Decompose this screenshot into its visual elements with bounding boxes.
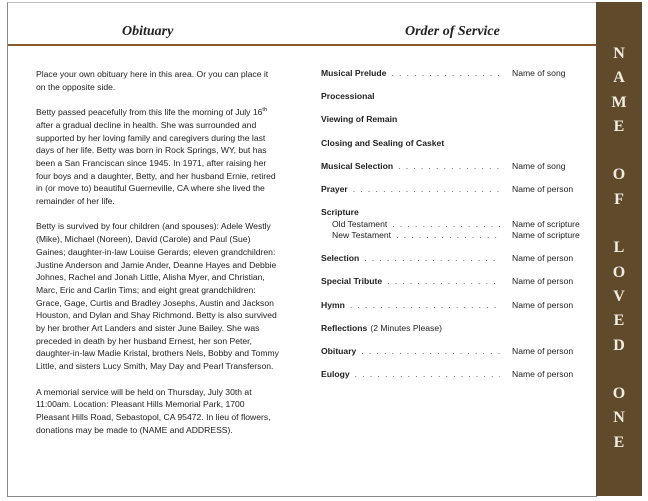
dot-leader: . . . . . . . . . . . . . . . . . . . . … — [398, 160, 501, 171]
service-item-label: Musical Selection — [321, 160, 394, 171]
service-item: Musical Prelude . . . . . . . . . . . . .… — [321, 68, 593, 79]
service-item-label: Reflections — [321, 322, 368, 333]
dot-leader: . . . . . . . . . . . . . . . . . . . . … — [387, 276, 500, 287]
dot-leader: . . . . . . . . . . . . . . . . . . . . … — [361, 345, 500, 356]
service-item-label: Hymn — [321, 299, 345, 310]
service-item: Eulogy . . . . . . . . . . . . . . . . . … — [321, 369, 593, 380]
service-item-label: Closing and Sealing of Casket — [321, 137, 445, 148]
service-item: Obituary . . . . . . . . . . . . . . . . … — [321, 346, 593, 357]
service-item-value: Name of person — [512, 369, 574, 380]
service-subitem-value: Name of scripture — [512, 230, 580, 241]
dot-leader: . . . . . . . . . . . . . . . . . . . . … — [349, 299, 500, 310]
service-item-label: Processional — [321, 91, 375, 102]
dot-leader: . . . . . . . . . . . . . . . . . . . . … — [352, 183, 500, 194]
service-item: Special Tribute . . . . . . . . . . . . .… — [321, 276, 593, 287]
band-letter: A — [613, 69, 625, 87]
band-letter: N — [613, 45, 625, 62]
service-item: Selection . . . . . . . . . . . . . . . .… — [321, 253, 593, 264]
dot-leader: . . . . . . . . . . . . . . . . . . . . … — [354, 369, 500, 380]
dot-leader: . . . . . . . . . . . . . . . . . . . . … — [364, 253, 500, 264]
service-item: Scripture — [321, 207, 593, 218]
band-letter: E — [613, 312, 625, 330]
band-letter: O — [612, 385, 626, 403]
page-border — [7, 2, 597, 497]
service-item-value: Name of person — [512, 183, 574, 194]
band-letter: D — [613, 336, 625, 354]
service-item: Viewing of Remain — [321, 114, 593, 125]
service-subitem-value: Name of scripture — [512, 219, 580, 230]
service-item-value: Name of person — [512, 276, 574, 287]
service-item-value: Name of person — [512, 299, 574, 310]
band-letter: V — [613, 287, 625, 305]
dot-leader: . . . . . . . . . . . . . . . . . . . . … — [396, 230, 500, 241]
service-item-label: Scripture — [321, 207, 359, 218]
band-letter: E — [613, 433, 625, 451]
service-subitem: New Testament . . . . . . . . . . . . . .… — [321, 230, 593, 241]
band-letter: E — [613, 117, 625, 135]
service-item: Hymn . . . . . . . . . . . . . . . . . . … — [321, 300, 593, 311]
service-subitem-label: New Testament — [332, 230, 392, 241]
service-item: Processional — [321, 91, 593, 102]
service-item-note: (2 Minutes Please) — [370, 322, 442, 333]
band-letter: O — [612, 166, 626, 184]
service-item-label: Prayer — [321, 183, 348, 194]
service-item: Musical Selection . . . . . . . . . . . .… — [321, 161, 593, 172]
dot-leader: . . . . . . . . . . . . . . . . . . . . … — [391, 68, 500, 78]
obituary-paragraph: A memorial service will be held on Thurs… — [36, 386, 271, 435]
service-item: Closing and Sealing of Casket — [321, 138, 593, 149]
service-subitem: Old Testament . . . . . . . . . . . . . .… — [321, 219, 593, 230]
band-letter: F — [614, 190, 624, 208]
order-of-service-title: Order of Service — [405, 24, 500, 39]
obituary-paragraph: Place your own obituary here in this are… — [36, 69, 269, 92]
header-rule — [8, 44, 596, 46]
band-letter: N — [613, 409, 625, 427]
band-letter: L — [613, 239, 625, 257]
band-letter — [596, 212, 642, 236]
obituary-title: Obituary — [122, 24, 174, 39]
band-letter: M — [611, 93, 627, 111]
service-item-label: Eulogy — [321, 369, 350, 380]
service-item: Reflections (2 Minutes Please) — [321, 323, 593, 334]
service-item-value: Name of song — [512, 160, 566, 171]
service-item-value: Name of song — [512, 68, 566, 78]
obituary-paragraph: Betty passed peacefully from this life t… — [36, 107, 276, 207]
service-item-value: Name of person — [512, 345, 574, 356]
service-item-value: Name of person — [512, 253, 574, 264]
service-item-label: Viewing of Remain — [321, 114, 398, 125]
service-item-label: Obituary — [321, 345, 357, 356]
service-subitem-label: Old Testament — [332, 219, 388, 230]
band-letter — [596, 139, 642, 163]
service-item-label: Musical Prelude — [321, 68, 387, 78]
service-item: Prayer . . . . . . . . . . . . . . . . . … — [321, 184, 593, 195]
band-letter: O — [612, 263, 626, 281]
obituary-text: Place your own obituary here in this are… — [36, 68, 280, 449]
service-item-label: Special Tribute — [321, 276, 383, 287]
order-of-service-list: Musical Prelude . . . . . . . . . . . . .… — [321, 68, 593, 392]
obituary-paragraph: Betty is survived by four children (and … — [36, 221, 279, 372]
dot-leader: . . . . . . . . . . . . . . . . . . . . … — [392, 219, 500, 230]
service-item-label: Selection — [321, 253, 360, 264]
band-letter — [596, 358, 642, 382]
